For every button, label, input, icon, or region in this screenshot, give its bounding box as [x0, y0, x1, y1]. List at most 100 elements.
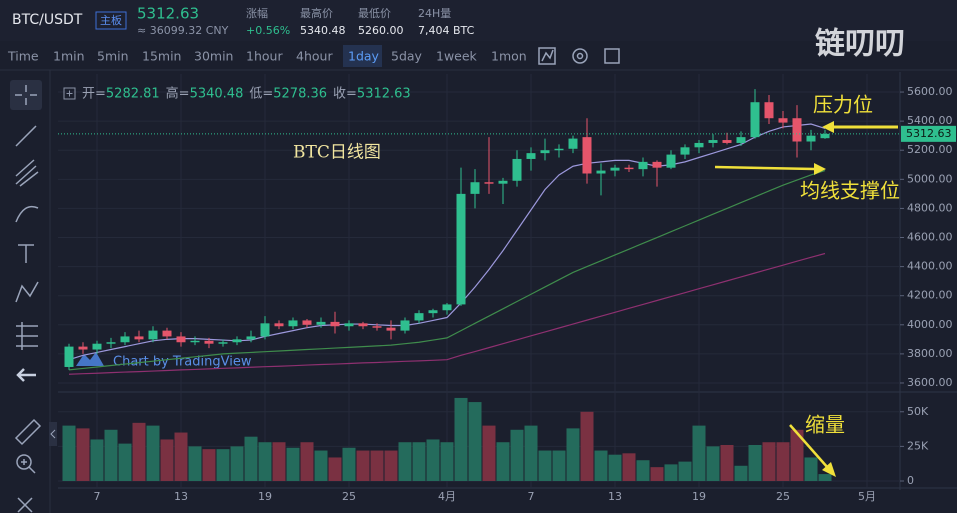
- candle-body: [260, 323, 270, 337]
- toolbar: Time 1min 5min 15min 30min 1hour 4hour 1day 5day…: [7, 45, 527, 67]
- y-tick-label: 4200.00: [907, 289, 953, 302]
- candle-body: [806, 135, 816, 142]
- volume-bar: [146, 425, 160, 481]
- volume-bar: [692, 425, 706, 481]
- ohlc-label: 收=: [333, 87, 357, 102]
- x-tick-label: 19: [692, 490, 706, 503]
- volume-bar: [202, 449, 216, 481]
- annotation: 均线支撑位: [800, 179, 900, 203]
- volume-bar: [566, 428, 580, 481]
- x-tick-label: 13: [608, 490, 622, 503]
- interval[interactable]: Time: [7, 49, 39, 64]
- y-tick-label: 5600.00: [907, 85, 953, 98]
- y-tick-label: 5000.00: [907, 172, 953, 185]
- candle-body: [484, 182, 494, 184]
- volume-bar: [76, 428, 90, 481]
- tool-fib[interactable]: [16, 322, 38, 350]
- candle-body: [526, 153, 536, 159]
- volume-bar: [762, 442, 776, 481]
- interval[interactable]: 1hour: [246, 49, 283, 64]
- annotation: 缩量: [805, 413, 845, 437]
- icon-screenshot[interactable]: [604, 48, 620, 64]
- volume-bar: [636, 460, 650, 481]
- volume-bar: [790, 429, 804, 481]
- plot: 3600.00 3800.00 4000.00 4200.00 4400.00 4600.…: [58, 72, 957, 503]
- x-tick-label: 19: [258, 490, 272, 503]
- interval[interactable]: 15min: [142, 49, 181, 64]
- volume-bar: [734, 465, 748, 481]
- tool-line[interactable]: [15, 125, 37, 147]
- volume-bar: [496, 442, 510, 481]
- arrow-volume: [789, 424, 829, 469]
- y-tick-label: 5200.00: [907, 143, 953, 156]
- volume-bar: [818, 474, 832, 481]
- collapse-arrow: [50, 429, 56, 439]
- annotation-arrows: [714, 121, 898, 477]
- interval[interactable]: 5min: [97, 49, 129, 64]
- volume-bar: [482, 425, 496, 481]
- x-tick-label: 13: [174, 490, 188, 503]
- candle-body: [372, 326, 382, 328]
- tool-active[interactable]: [10, 80, 42, 110]
- tool-pattern[interactable]: [15, 281, 39, 303]
- candle-body: [610, 167, 620, 171]
- volume-bar: [804, 457, 818, 481]
- tool-back[interactable]: [16, 368, 36, 382]
- candle-body: [694, 142, 704, 148]
- price: 5312.63: [137, 5, 199, 23]
- interval[interactable]: 1day: [348, 49, 380, 64]
- volume-tick-label: 25K: [907, 439, 929, 452]
- interval[interactable]: 4hour: [296, 49, 333, 64]
- stats: 涨幅 +0.56% 最高价 5340.48 最低价 5260.00 24H量 7,404 BT…: [246, 6, 475, 37]
- interval[interactable]: 1week: [436, 49, 478, 64]
- candle-body: [414, 313, 424, 321]
- interval[interactable]: 5day: [391, 49, 423, 64]
- interval-active-bg: [343, 45, 382, 67]
- arrow-head: [822, 462, 836, 477]
- x-tick-label: 4月: [438, 490, 456, 503]
- interval[interactable]: 30min: [194, 49, 233, 64]
- ohlc-label: 低=: [249, 87, 273, 102]
- icon-indicator[interactable]: [538, 47, 556, 65]
- x-tick-label: 5月: [858, 490, 876, 503]
- candle-body: [64, 346, 74, 367]
- volume-bar: [412, 442, 426, 481]
- tool-brush[interactable]: [15, 205, 39, 223]
- volume-bar: [118, 443, 132, 481]
- stat-label: 最低价: [358, 7, 391, 20]
- volume-bar: [650, 467, 664, 481]
- volume-bar: [454, 397, 468, 481]
- stat-value: +0.56%: [246, 24, 290, 37]
- y-tick-label: 4000.00: [907, 318, 953, 331]
- collapse-tab[interactable]: [49, 422, 57, 446]
- y-tick-label: 3600.00: [907, 376, 953, 389]
- tool-channel[interactable]: [15, 159, 39, 187]
- legend-icon-plus: [66, 90, 73, 97]
- tool-ruler[interactable]: [14, 418, 42, 446]
- candle-body: [652, 161, 662, 168]
- volume-bar: [552, 450, 566, 481]
- volume-tick-label: 0: [907, 474, 914, 487]
- board-badge: [95, 11, 127, 30]
- volume-bar: [62, 425, 76, 481]
- candle-body: [386, 327, 396, 331]
- candle-body: [736, 137, 746, 143]
- candle-body: [120, 336, 130, 343]
- tool-zoom[interactable]: [16, 454, 32, 470]
- sidebar: [10, 80, 57, 513]
- last-price-box: [901, 125, 956, 142]
- interval[interactable]: 1min: [53, 49, 85, 64]
- icon-settings[interactable]: [572, 48, 588, 64]
- candle-body: [442, 304, 452, 311]
- interval[interactable]: 1mon: [491, 49, 527, 64]
- volume-bar: [384, 450, 398, 481]
- tool-text[interactable]: [18, 244, 34, 263]
- volume-bar: [398, 442, 412, 481]
- candle-body: [302, 320, 312, 325]
- tool-close[interactable]: [17, 497, 33, 513]
- volume-bar: [160, 439, 174, 481]
- candle-body: [162, 330, 172, 337]
- volume-bar: [314, 450, 328, 481]
- candle-body: [134, 336, 144, 340]
